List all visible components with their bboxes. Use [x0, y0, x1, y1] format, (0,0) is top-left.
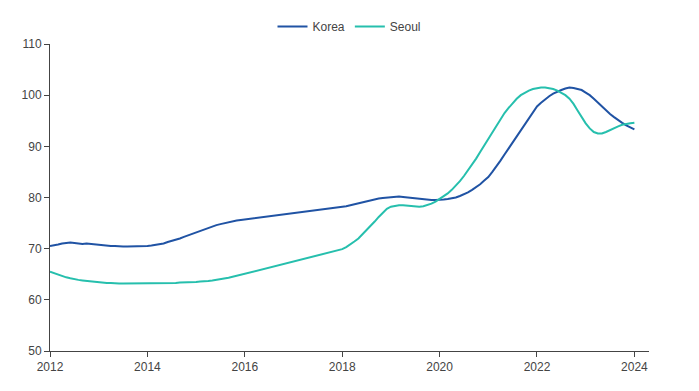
- svg-text:2018: 2018: [329, 360, 356, 374]
- svg-text:2022: 2022: [524, 360, 551, 374]
- svg-text:2014: 2014: [134, 360, 161, 374]
- svg-text:2012: 2012: [37, 360, 64, 374]
- svg-text:60: 60: [28, 293, 42, 307]
- svg-text:Korea: Korea: [313, 20, 345, 34]
- svg-text:90: 90: [28, 140, 42, 154]
- svg-text:50: 50: [28, 344, 42, 358]
- svg-text:80: 80: [28, 191, 42, 205]
- svg-text:2020: 2020: [426, 360, 453, 374]
- svg-text:2016: 2016: [231, 360, 258, 374]
- svg-text:2024: 2024: [621, 360, 648, 374]
- svg-text:100: 100: [22, 88, 42, 102]
- svg-text:110: 110: [22, 37, 41, 51]
- svg-text:70: 70: [28, 242, 42, 256]
- svg-text:Seoul: Seoul: [390, 20, 421, 34]
